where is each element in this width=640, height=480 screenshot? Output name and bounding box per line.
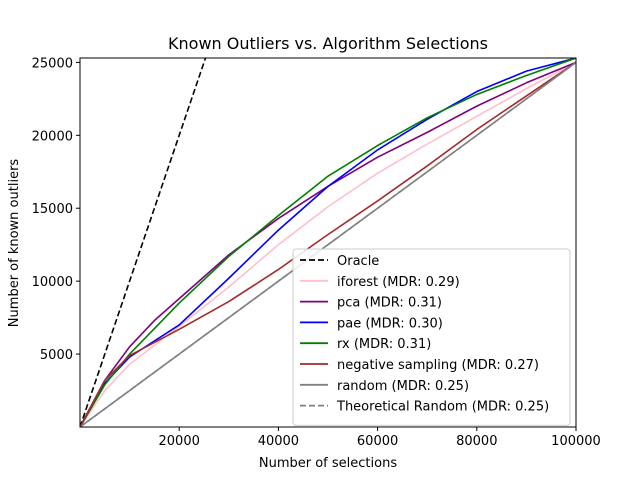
legend: Oracle iforest (MDR: 0.29) pca (MDR: 0.31)… bbox=[292, 248, 571, 426]
x-tick-label: 60000 bbox=[357, 434, 398, 449]
legend-label-pca-mdr-0-31: pca (MDR: 0.31) bbox=[337, 296, 442, 311]
series-line-pca-mdr-0-31 bbox=[80, 61, 576, 427]
axes: 20000 40000 60000 80000 100000 5000 10000 15000… bbox=[32, 56, 601, 449]
y-tick-label: 15000 bbox=[32, 202, 73, 217]
y-tick-label: 10000 bbox=[32, 275, 73, 290]
y-tick-label: 20000 bbox=[32, 129, 73, 144]
x-axis-label: Number of selections bbox=[259, 456, 397, 471]
x-tick-label: 40000 bbox=[258, 434, 299, 449]
legend-label-random-mdr-0-25: random (MDR: 0.25) bbox=[337, 379, 469, 394]
series-line-oracle bbox=[80, 58, 207, 427]
y-tick-label: 5000 bbox=[40, 348, 73, 363]
series-line-iforest-mdr-0-29 bbox=[80, 61, 576, 427]
series-line-theoretical-random-mdr-0-25 bbox=[80, 61, 576, 427]
legend-label-pae-mdr-0-30: pae (MDR: 0.30) bbox=[337, 316, 443, 331]
axes-frame bbox=[79, 57, 577, 428]
legend-label-theoretical-random-mdr-0-25: Theoretical Random (MDR: 0.25) bbox=[336, 400, 549, 415]
legend-label-oracle: Oracle bbox=[337, 254, 379, 269]
series-line-pae-mdr-0-30 bbox=[80, 58, 576, 427]
x-tick-label: 80000 bbox=[456, 434, 497, 449]
x-tick-label: 20000 bbox=[159, 434, 200, 449]
x-tick-label: 100000 bbox=[551, 434, 601, 449]
legend-label-negative-sampling-mdr-0-27: negative sampling (MDR: 0.27) bbox=[337, 358, 539, 373]
y-axis-label: Number of known outliers bbox=[7, 159, 22, 328]
legend-box bbox=[292, 248, 571, 426]
y-tick-label: 25000 bbox=[32, 56, 73, 71]
legend-label-iforest-mdr-0-29: iforest (MDR: 0.29) bbox=[337, 275, 460, 290]
legend-label-rx-mdr-0-31: rx (MDR: 0.31) bbox=[337, 337, 431, 352]
chart-title: Known Outliers vs. Algorithm Selections bbox=[168, 34, 488, 53]
